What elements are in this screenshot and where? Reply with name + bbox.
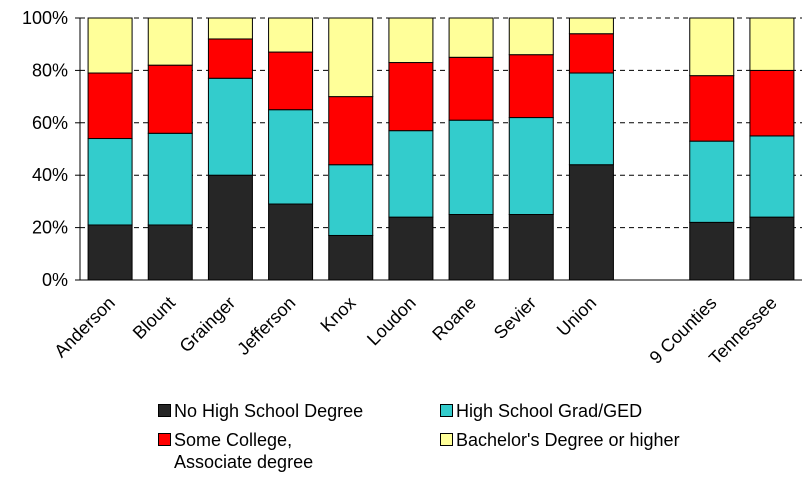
bar-segment bbox=[328, 234, 374, 281]
bar-segment bbox=[147, 224, 193, 281]
bar-segment bbox=[749, 69, 795, 137]
x-tick-label: Blount bbox=[129, 293, 179, 343]
bar-segment bbox=[328, 96, 374, 166]
bar-segment bbox=[268, 203, 314, 281]
axes bbox=[75, 17, 802, 281]
legend-label: Bachelor's Degree or higher bbox=[456, 430, 680, 450]
bar-segment bbox=[87, 17, 133, 74]
y-tick-labels: 0% 20% 40% 60% 80% 100% bbox=[22, 8, 68, 290]
legend-label: No High School Degree bbox=[174, 401, 364, 421]
x-tick-label: Grainger bbox=[176, 293, 240, 357]
bar-segment bbox=[689, 221, 735, 281]
bar-segment bbox=[689, 140, 735, 223]
grid-lines bbox=[80, 17, 802, 229]
legend-swatch bbox=[158, 433, 171, 446]
bar-segment bbox=[268, 109, 314, 205]
bar-segment bbox=[448, 119, 494, 215]
bar-segment bbox=[689, 17, 735, 77]
legend-label: Some College, Associate degree bbox=[174, 430, 314, 472]
legend-item-bachelors: Bachelor's Degree or higher bbox=[440, 429, 680, 451]
y-tick-label: 20% bbox=[32, 218, 68, 238]
bar-segment bbox=[508, 117, 554, 215]
bar-segment bbox=[568, 17, 614, 35]
bar-segment bbox=[568, 33, 614, 74]
bar-segment bbox=[568, 72, 614, 166]
bar-segment bbox=[448, 56, 494, 121]
y-tick-label: 40% bbox=[32, 165, 68, 185]
y-tick-label: 80% bbox=[32, 60, 68, 80]
bar-segment bbox=[508, 54, 554, 119]
y-tick-label: 60% bbox=[32, 113, 68, 133]
bar-segment bbox=[568, 164, 614, 281]
bars bbox=[87, 17, 795, 281]
x-tick-label: Anderson bbox=[50, 293, 119, 362]
legend-swatch bbox=[440, 433, 453, 446]
legend-label: High School Grad/GED bbox=[456, 401, 643, 421]
bar-segment bbox=[749, 216, 795, 281]
bar-segment bbox=[268, 17, 314, 53]
bar-segment bbox=[268, 51, 314, 111]
x-tick-label: Knox bbox=[316, 293, 359, 336]
legend-item-no-high-school: No High School Degree bbox=[158, 400, 363, 422]
y-tick-label: 100% bbox=[22, 8, 68, 28]
bar-segment bbox=[147, 17, 193, 66]
bar-segment bbox=[147, 64, 193, 134]
bar-segment bbox=[328, 164, 374, 236]
bar-segment bbox=[207, 17, 253, 40]
x-tick-label: Jefferson bbox=[233, 293, 299, 359]
bar-segment bbox=[207, 77, 253, 176]
legend-item-high-school-grad: High School Grad/GED bbox=[440, 400, 642, 422]
bar-segment bbox=[508, 17, 554, 56]
x-tick-label: Union bbox=[553, 293, 600, 340]
legend-swatch bbox=[440, 404, 453, 417]
x-tick-label: Roane bbox=[428, 293, 480, 345]
bar-segment bbox=[689, 75, 735, 142]
bar-segment bbox=[508, 214, 554, 281]
bar-segment bbox=[147, 132, 193, 226]
bar-segment bbox=[207, 174, 253, 281]
bar-segment bbox=[207, 38, 253, 79]
bar-segment bbox=[388, 17, 434, 64]
bar-segment bbox=[448, 214, 494, 281]
x-tick-label: Loudon bbox=[363, 293, 420, 350]
bar-segment bbox=[749, 135, 795, 218]
legend: No High School Degree High School Grad/G… bbox=[158, 400, 798, 482]
bar-segment bbox=[87, 72, 133, 140]
bar-segment bbox=[388, 62, 434, 132]
legend-item-some-college: Some College, Associate degree bbox=[158, 429, 313, 473]
bar-segment bbox=[749, 17, 795, 71]
bar-segment bbox=[87, 224, 133, 281]
bar-segment bbox=[87, 138, 133, 226]
bar-segment bbox=[388, 216, 434, 281]
bar-segment bbox=[328, 17, 374, 98]
y-tick-label: 0% bbox=[42, 270, 68, 290]
legend-swatch bbox=[158, 404, 171, 417]
bar-segment bbox=[448, 17, 494, 58]
bar-segment bbox=[388, 130, 434, 218]
x-tick-label: Sevier bbox=[490, 293, 540, 343]
